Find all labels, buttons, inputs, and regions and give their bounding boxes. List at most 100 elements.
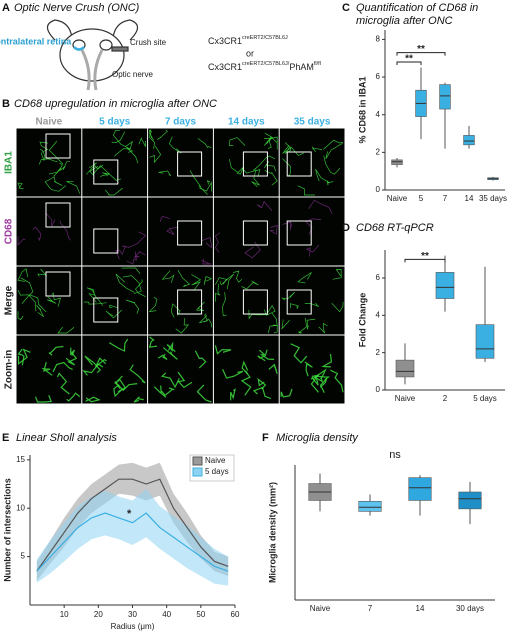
significance-bracket — [396, 52, 446, 56]
cell-process — [56, 372, 70, 395]
cell-process — [41, 362, 53, 376]
y-tick-label: 0 — [376, 185, 381, 194]
cell-process — [251, 169, 260, 188]
cell-process — [125, 299, 140, 314]
mouse-diagram — [46, 19, 139, 91]
cell-process — [126, 147, 139, 164]
cell-process — [325, 143, 343, 159]
roi-box — [242, 220, 268, 246]
micrograph — [279, 266, 345, 335]
cell-process — [228, 137, 246, 147]
cell-process — [204, 318, 212, 328]
cell-process — [197, 138, 212, 149]
y-tick-label: 4 — [376, 110, 381, 119]
cell-process — [138, 137, 146, 147]
x-tick-label: 20 — [94, 610, 103, 619]
cell-process — [53, 167, 63, 186]
cell-process — [82, 363, 104, 376]
cell-process — [84, 355, 102, 374]
cell-process — [129, 364, 146, 384]
x-tick-label: 10 — [60, 610, 69, 619]
box — [395, 359, 415, 378]
y-axis-label: Microglia density (mm²) — [267, 482, 277, 583]
cell-process — [311, 146, 323, 153]
cell-process — [264, 170, 278, 186]
cell-process — [252, 386, 272, 400]
roi-box — [93, 228, 119, 254]
cell-process — [281, 291, 295, 301]
confidence-band — [36, 462, 229, 581]
cell-process — [331, 301, 344, 313]
x-axis-label: Radius (μm) — [111, 622, 155, 631]
roi-box — [242, 151, 268, 177]
genotype-sup: fl/fl — [314, 61, 321, 67]
cell-process — [194, 350, 207, 369]
micrograph — [82, 128, 148, 197]
cell-process — [258, 349, 275, 360]
cell-process — [47, 296, 57, 304]
cell-process — [100, 172, 111, 177]
panel-title: Quantification of CD68 in microglia afte… — [356, 2, 479, 27]
cell-process — [267, 312, 278, 334]
cell-process — [66, 180, 81, 194]
cell-process — [199, 181, 212, 192]
cell-process — [48, 345, 64, 356]
y-axis-label: Fold Change — [357, 293, 367, 348]
y-tick-label: 10 — [16, 503, 25, 512]
y-axis-label: Number of intersections — [2, 478, 12, 582]
box — [435, 272, 455, 299]
micrograph — [148, 335, 213, 404]
cell-process — [48, 140, 64, 165]
panel-letter: B — [2, 98, 10, 110]
cell-process — [222, 292, 227, 317]
line — [36, 512, 229, 572]
optic-nerve-label: Optic nerve — [112, 70, 153, 79]
cell-process — [149, 129, 155, 141]
roi-box — [242, 289, 268, 315]
cell-process — [198, 313, 208, 324]
y-axis-label: % CD68 in IBA1 — [357, 76, 367, 143]
panel-title: Microglia density — [276, 432, 358, 444]
micrograph — [213, 266, 279, 335]
cell-process — [310, 375, 331, 381]
cell-process — [157, 129, 168, 140]
cell-process — [109, 304, 118, 309]
roi-box — [286, 289, 312, 315]
cell-process — [17, 348, 25, 366]
cell-process — [196, 384, 212, 403]
cell-process — [232, 270, 243, 283]
cell-process — [310, 374, 320, 393]
confidence-band — [36, 488, 229, 586]
y-tick-label: 0 — [376, 385, 381, 394]
cell-process — [85, 396, 101, 403]
cell-process — [126, 251, 137, 265]
legend-label: Naive — [205, 456, 226, 465]
cell-process — [52, 361, 73, 373]
roi-box — [286, 220, 312, 246]
micrograph — [279, 197, 345, 266]
genotype-2: Cx3CR1creERT2/C57BL6J/PhAMfl/fl — [208, 61, 321, 72]
cell-process — [304, 302, 320, 307]
x-tick-label: 50 — [196, 610, 205, 619]
line — [36, 478, 229, 572]
cell-process — [158, 170, 171, 177]
cell-process — [297, 317, 307, 334]
row-label: Zoom-in — [4, 350, 15, 389]
micrograph — [148, 128, 213, 197]
column-header: Naive — [36, 117, 63, 128]
contralateral-label: Contralateral retina — [0, 36, 72, 46]
micrograph — [82, 197, 148, 266]
cell-process — [257, 377, 267, 390]
cell-process — [133, 396, 144, 403]
cell-process — [65, 352, 78, 366]
x-tick-label: 7 — [443, 194, 448, 203]
cell-process — [323, 155, 341, 175]
x-tick-label: 7 — [368, 604, 373, 613]
annotation: ns — [389, 449, 401, 461]
cell-process — [32, 226, 42, 242]
genotype-base: Cx3CR1 — [208, 62, 242, 72]
cell-process — [332, 269, 342, 280]
x-tick-label: Naive — [310, 604, 331, 613]
cell-process — [290, 303, 299, 309]
